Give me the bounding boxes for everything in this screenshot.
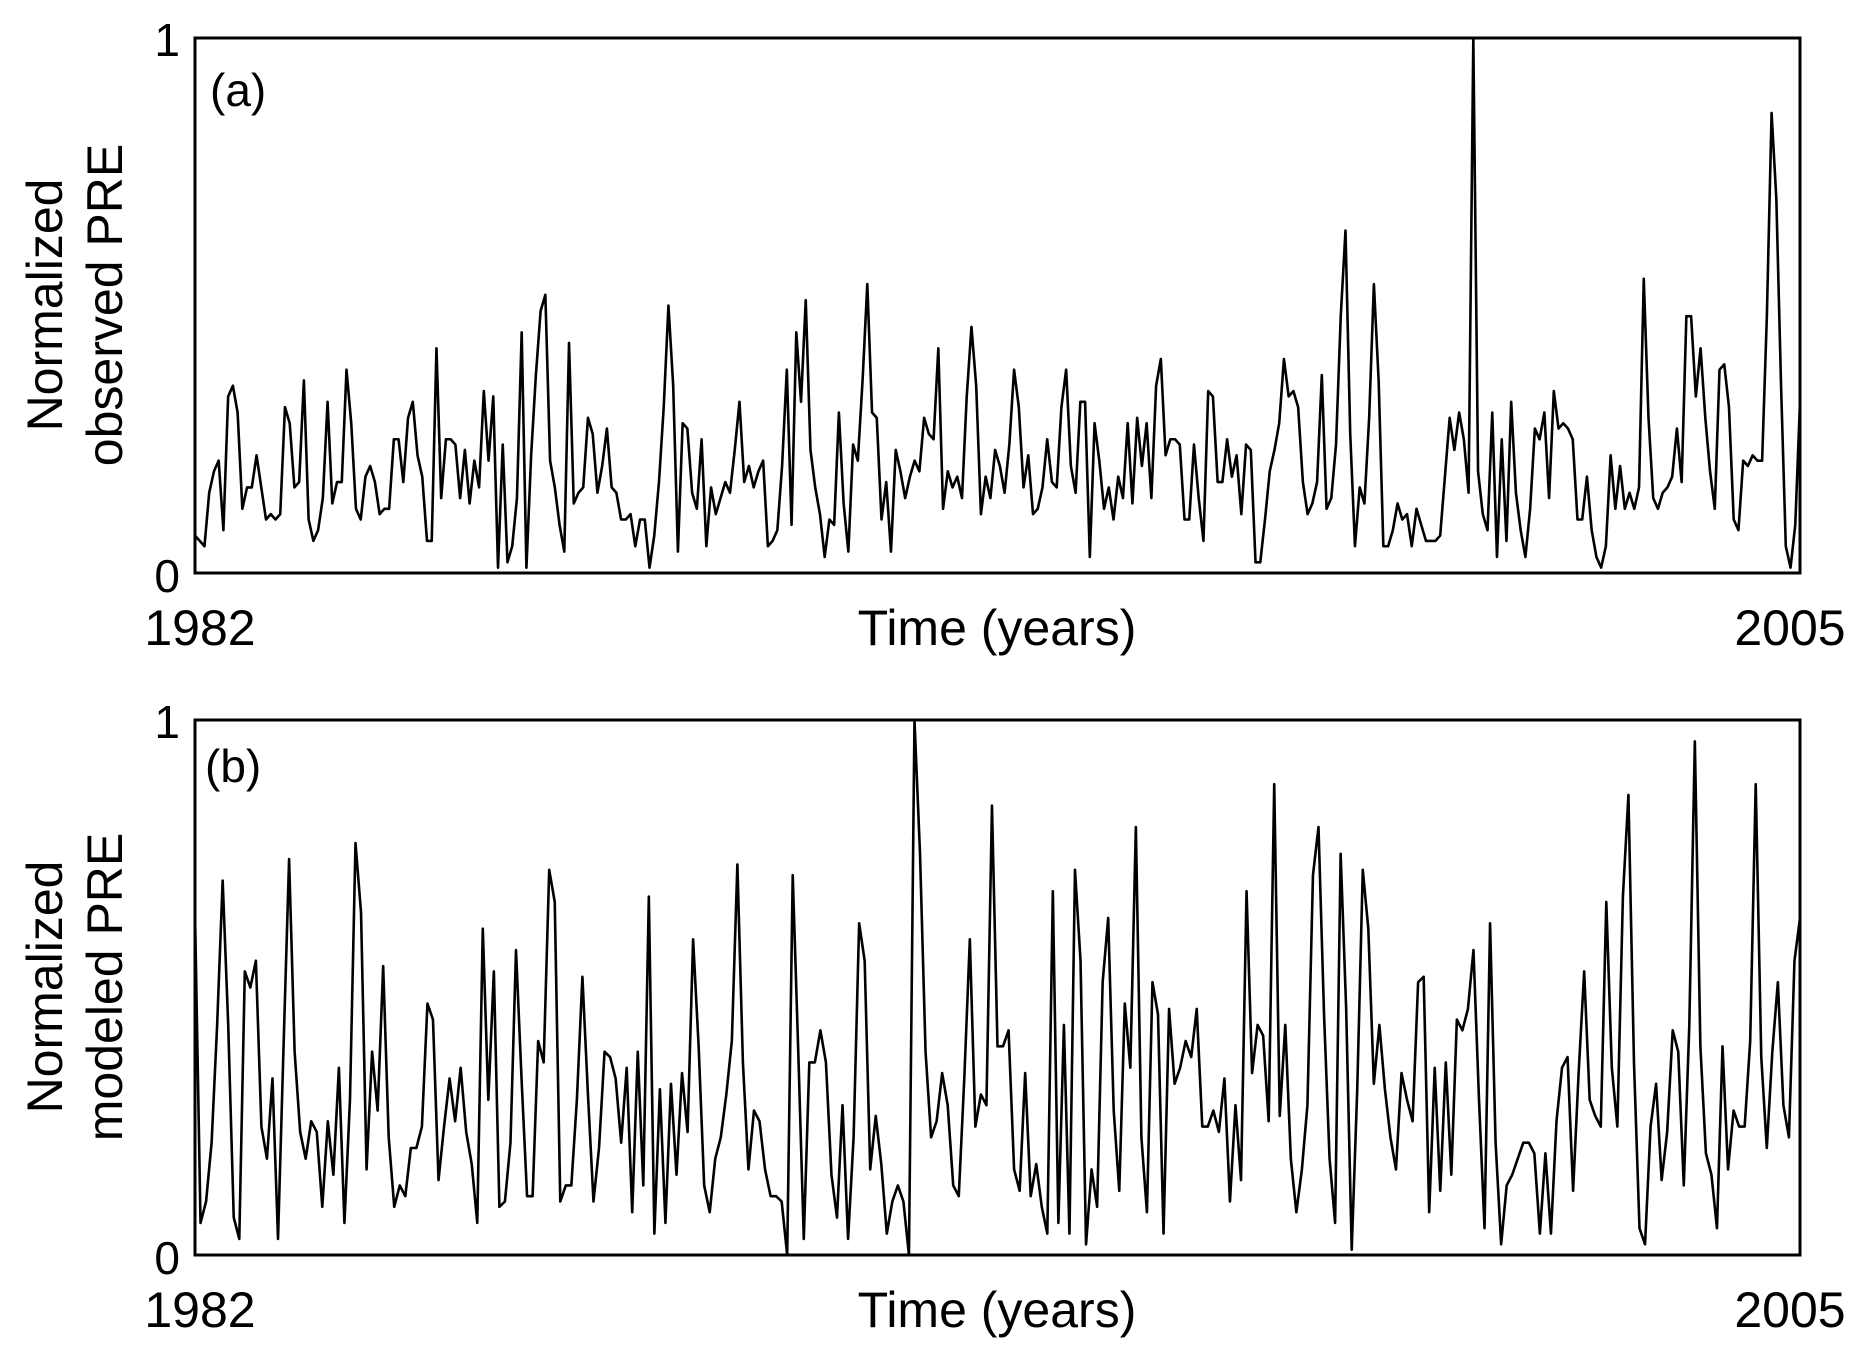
y-axis-label-line-2: observed PRE (77, 144, 133, 466)
panel-label: (b) (205, 740, 261, 792)
y-tick-label-min: 0 (154, 550, 180, 602)
x-tick-label-end: 2005 (1734, 600, 1845, 656)
chart-panel-b: (b) 1 0 1982 2005 Time (years) Normalize… (17, 696, 1846, 1338)
x-tick-label-start: 1982 (144, 1282, 255, 1338)
y-axis-label-line-1: Normalized (17, 861, 73, 1114)
y-axis-label-line-1: Normalized (17, 179, 73, 432)
series-line-observed-pre (194, 36, 1802, 569)
panel-label: (a) (210, 64, 266, 116)
x-axis-label: Time (years) (858, 1282, 1137, 1338)
y-axis-label-line-2: modeled PRE (77, 833, 133, 1142)
plot-area-frame (193, 718, 1802, 1257)
series-line-modeled-pre (193, 718, 1802, 1257)
y-tick-label-max: 1 (154, 14, 180, 66)
x-axis-label: Time (years) (858, 600, 1137, 656)
plot-area-frame (193, 36, 1802, 575)
x-tick-label-start: 1982 (144, 600, 255, 656)
chart-panel-a: (a) 1 0 1982 2005 Time (years) Normalize… (17, 14, 1846, 656)
y-tick-label-min: 0 (154, 1232, 180, 1284)
y-tick-label-max: 1 (154, 696, 180, 748)
x-tick-label-end: 2005 (1734, 1282, 1845, 1338)
